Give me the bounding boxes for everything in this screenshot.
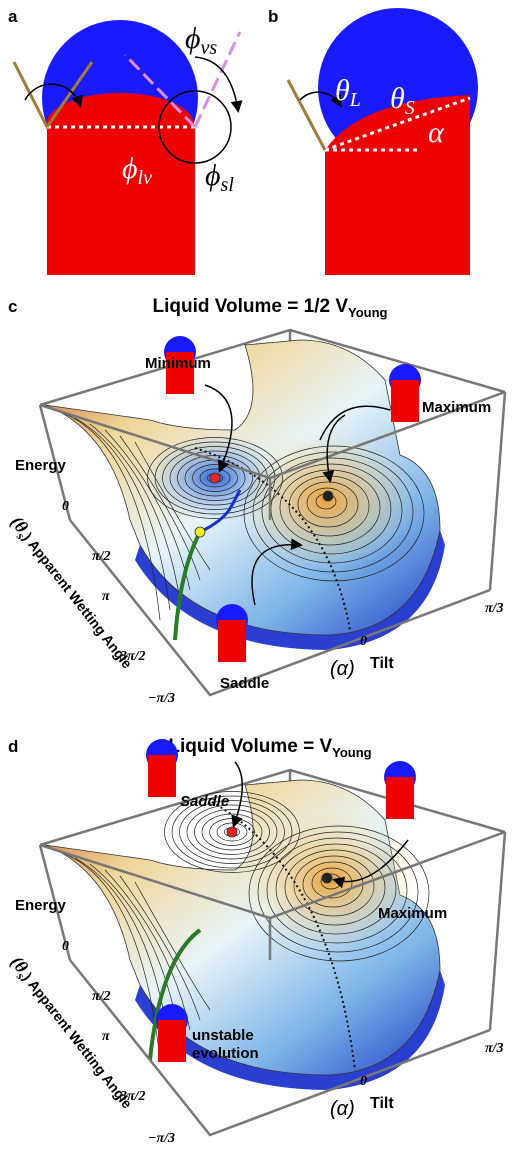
critical-point xyxy=(323,491,333,501)
x-tick-label: −π/3 xyxy=(148,1131,175,1146)
critical-point xyxy=(227,827,237,837)
panel-title: Liquid Volume = VYoung xyxy=(168,736,371,760)
y-axis-label: (θs) Apparent Wetting Angle xyxy=(4,952,138,1114)
critical-point xyxy=(322,873,332,883)
pillar-icon xyxy=(391,380,419,422)
pillar-icon xyxy=(386,777,414,819)
x-tick-label: π/3 xyxy=(485,601,504,616)
panel-title: Liquid Volume = 1/2 VYoung xyxy=(153,296,388,320)
label: evolution xyxy=(192,1045,259,1062)
critical-point xyxy=(195,527,205,537)
pillar xyxy=(47,125,195,275)
x-axis-symbol: (α) xyxy=(330,658,355,680)
z-axis-label: Energy xyxy=(15,897,67,914)
arrow xyxy=(234,762,242,825)
panel-label: b xyxy=(268,7,278,26)
panel-c: c Liquid Volume = 1/2 VYoung Minimum Maxi… xyxy=(4,296,505,706)
x-tick-label: π/3 xyxy=(485,1041,504,1056)
panel-a: a ϕvs ϕlv ϕsl xyxy=(8,7,240,275)
label: Maximum xyxy=(378,905,447,922)
alpha: α xyxy=(428,116,445,149)
y-axis-text: ) Apparent Wetting Angle xyxy=(20,530,136,672)
z-axis-label: Energy xyxy=(15,457,67,474)
x-axis-label: Tilt xyxy=(370,655,394,672)
panel-d: d Liquid Volume = VYoung Saddle Maximum un… xyxy=(4,736,505,1146)
label: Saddle xyxy=(220,675,269,692)
y-axis-text: ) Apparent Wetting Angle xyxy=(20,970,136,1112)
wall xyxy=(14,62,47,127)
label: Minimum xyxy=(145,355,211,372)
panel-label: c xyxy=(8,297,17,316)
pillar-icon xyxy=(218,620,246,662)
label: Maximum xyxy=(422,399,491,416)
pillar-icon xyxy=(148,755,176,797)
x-tick-label: 0 xyxy=(360,1074,367,1089)
critical-point xyxy=(210,473,220,483)
y-tick-label: 0 xyxy=(62,499,69,514)
panel-label: d xyxy=(8,737,18,756)
y-tick-label: π xyxy=(102,1029,110,1044)
y-tick-label: 0 xyxy=(62,939,69,954)
panel-b: b θL θS α xyxy=(268,7,478,275)
y-tick-label: π xyxy=(102,589,110,604)
y-tick-label: π/2 xyxy=(92,549,111,564)
x-tick-label: 0 xyxy=(360,634,367,649)
phi-sl: ϕsl xyxy=(205,159,234,196)
y-tick-label: π/2 xyxy=(92,989,111,1004)
pillar-icon xyxy=(158,1020,186,1062)
figure: a ϕvs ϕlv ϕsl b θL θS α c Liquid Volume … xyxy=(0,0,513,1166)
y-axis-label: (θs) Apparent Wetting Angle xyxy=(4,512,138,674)
panel-label: a xyxy=(8,7,18,26)
x-tick-label: −π/3 xyxy=(148,691,175,706)
x-axis-symbol: (α) xyxy=(330,1098,355,1120)
phi-vs: ϕvs xyxy=(185,22,217,59)
label: Saddle xyxy=(180,793,229,810)
label: unstable xyxy=(192,1027,254,1044)
x-axis-label: Tilt xyxy=(370,1095,394,1112)
